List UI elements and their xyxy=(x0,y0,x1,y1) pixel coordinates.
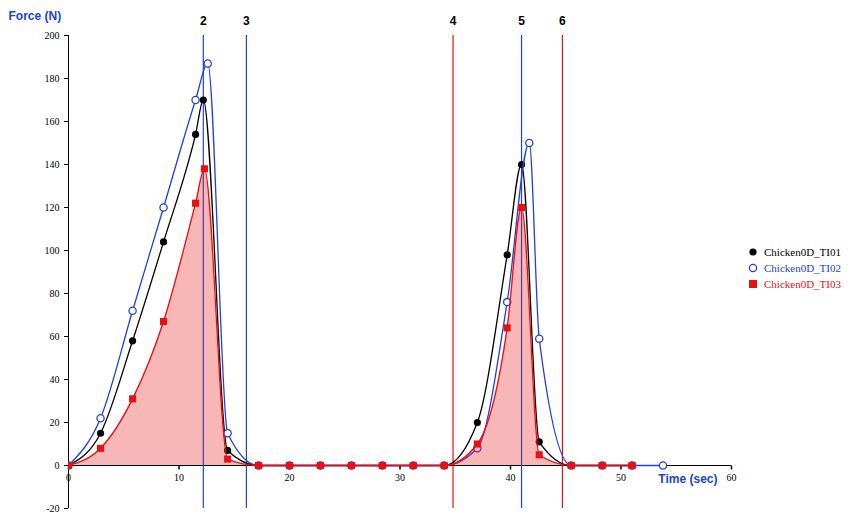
svg-text:5: 5 xyxy=(518,14,525,28)
svg-text:60: 60 xyxy=(727,472,737,483)
svg-text:200: 200 xyxy=(45,30,60,41)
svg-text:-20: -20 xyxy=(46,503,59,514)
svg-text:Time (sec): Time (sec) xyxy=(658,472,717,486)
svg-text:40: 40 xyxy=(506,472,516,483)
html-text:Chicken0D_TI03: Chicken0D_TI03 xyxy=(764,278,841,290)
svg-text:20: 20 xyxy=(285,472,295,483)
svg-text:80: 80 xyxy=(50,288,60,299)
svg-text:100: 100 xyxy=(45,245,60,256)
svg-text:60: 60 xyxy=(50,331,60,342)
svg-text:160: 160 xyxy=(45,116,60,127)
svg-text:140: 140 xyxy=(45,159,60,170)
svg-text:4: 4 xyxy=(450,14,457,28)
html-text:Chicken0D_TI02: Chicken0D_TI02 xyxy=(764,262,841,274)
svg-text:0: 0 xyxy=(66,472,71,483)
svg-text:3: 3 xyxy=(243,14,250,28)
svg-text:6: 6 xyxy=(559,14,566,28)
svg-text:120: 120 xyxy=(45,202,60,213)
svg-text:40: 40 xyxy=(50,374,60,385)
html-text:Chicken0D_TI01: Chicken0D_TI01 xyxy=(764,246,841,258)
svg-text:0: 0 xyxy=(55,460,60,471)
svg-text:Force (N): Force (N) xyxy=(9,9,62,23)
svg-text:30: 30 xyxy=(395,472,405,483)
svg-text:10: 10 xyxy=(174,472,184,483)
svg-text:20: 20 xyxy=(50,417,60,428)
svg-text:50: 50 xyxy=(616,472,626,483)
svg-text:2: 2 xyxy=(200,14,207,28)
svg-text:180: 180 xyxy=(45,73,60,84)
